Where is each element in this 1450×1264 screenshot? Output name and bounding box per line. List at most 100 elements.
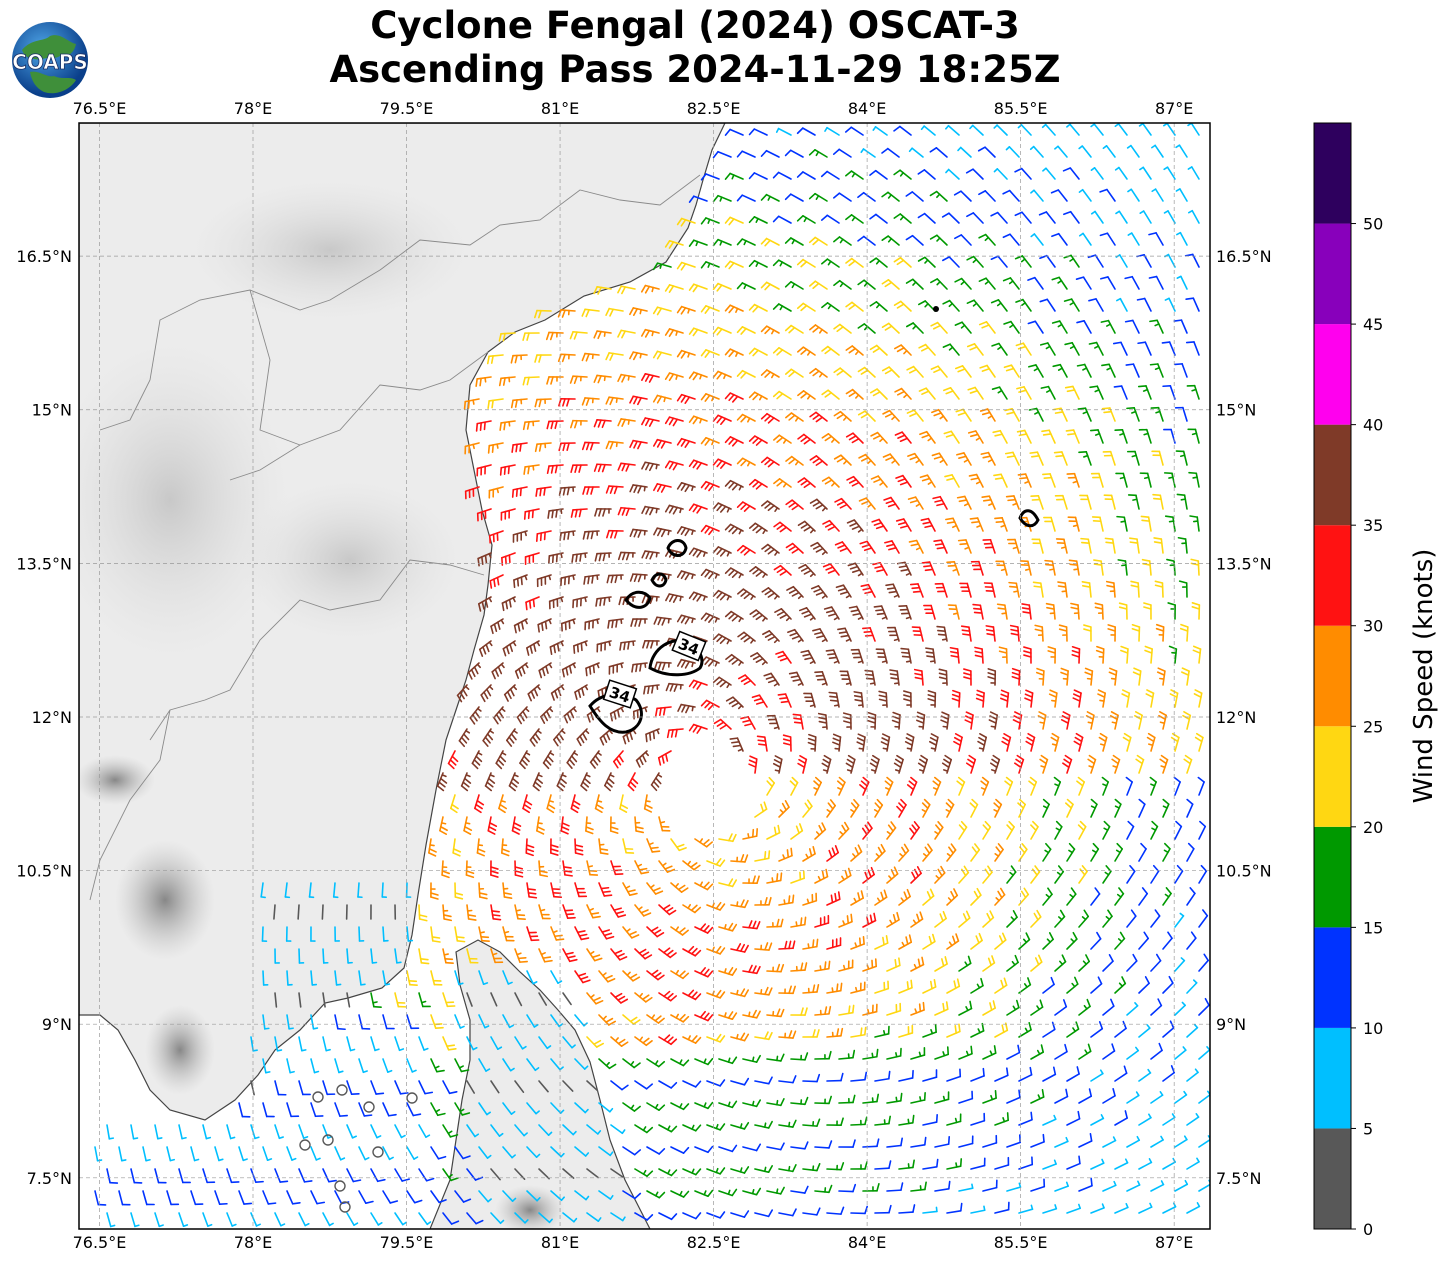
wind-barb-1191	[1090, 976, 1103, 994]
wind-barb-15	[1090, 123, 1104, 136]
wind-barb-1416	[562, 1124, 577, 1136]
wind-barb-519	[834, 541, 852, 554]
wind-barb-470	[1103, 494, 1116, 510]
wind-barb-567	[548, 596, 564, 610]
wind-barb-277	[857, 366, 876, 378]
wind-barb-1158	[298, 992, 302, 1008]
wind-barb-980	[766, 872, 783, 884]
wind-barb-331	[688, 415, 708, 425]
wind-barb-1249	[562, 1036, 576, 1049]
wind-barb-872	[609, 816, 619, 834]
wind-barb-127	[676, 261, 696, 271]
wind-barb-9	[945, 124, 960, 136]
wind-barb-1143	[886, 957, 901, 972]
wind-barb-1451	[286, 1146, 297, 1161]
wind-barb-513	[688, 547, 708, 558]
wind-barb-7	[893, 125, 912, 136]
wind-barb-1185	[946, 978, 961, 994]
wind-barb-59	[1163, 166, 1176, 180]
calm-circle-4	[322, 1134, 334, 1146]
calm-circle-8	[406, 1092, 418, 1104]
wind-barb-1285	[478, 1058, 491, 1072]
wind-barb-558	[1068, 559, 1080, 576]
wind-barb-1377	[742, 1099, 762, 1108]
wind-barb-1501	[370, 1168, 386, 1183]
wind-barb-1184	[922, 978, 937, 994]
wind-barb-1314	[1174, 1046, 1187, 1060]
wind-barb-1515	[706, 1167, 726, 1175]
wind-barb-1026	[922, 888, 935, 906]
wind-barb-1094	[658, 947, 677, 959]
wind-barb-1179	[802, 984, 820, 994]
wind-barb-1532	[1114, 1158, 1129, 1170]
wind-barb-287	[1101, 363, 1116, 378]
wind-barb-1186	[970, 977, 984, 994]
wind-barb-83	[700, 217, 720, 225]
wind-barb-1517	[754, 1165, 773, 1173]
wind-barb-729	[777, 693, 792, 708]
wind-barb-90	[869, 213, 888, 224]
wind-barb-1092	[610, 948, 628, 961]
wind-barb-548	[822, 563, 840, 576]
wind-barb-609	[848, 605, 864, 620]
wind-barb-1057	[718, 922, 738, 932]
wind-barb-255	[1064, 341, 1080, 356]
wind-barb-495	[994, 517, 1008, 532]
wind-barb-1423	[730, 1121, 750, 1130]
wind-barb-1063	[862, 912, 877, 928]
wind-barb-309	[894, 387, 912, 400]
wind-barb-780	[495, 750, 507, 770]
wind-barb-1165	[466, 992, 473, 1007]
wind-barb-1409	[394, 1124, 406, 1139]
wind-barb-654	[467, 662, 482, 680]
wind-barb-1491	[130, 1168, 143, 1184]
wind-barb-1052	[598, 926, 615, 940]
wind-barb-1578	[1102, 1180, 1117, 1192]
wind-barb-1174	[682, 989, 702, 1001]
wind-barb-1080	[322, 948, 329, 964]
wind-barb-1495	[226, 1168, 240, 1184]
wind-barb-679	[1071, 645, 1081, 664]
wind-barb-902	[622, 838, 635, 854]
wind-barb-1204	[454, 1014, 465, 1029]
wind-barb-1271	[1090, 1021, 1104, 1038]
wind-barb-634	[712, 633, 732, 645]
wind-barb-95	[990, 211, 1008, 224]
wind-barb-1479	[958, 1135, 974, 1148]
wind-barb-848	[813, 776, 822, 796]
wind-barb-1415	[538, 1124, 553, 1136]
wind-barb-1391	[1078, 1088, 1093, 1104]
wind-barb-172	[1148, 275, 1164, 290]
wind-barb-1527	[994, 1156, 1010, 1170]
wind-barb-494	[969, 517, 984, 532]
wind-barb-661	[631, 662, 648, 673]
wind-barb-861	[1125, 776, 1133, 796]
wind-barb-377	[1065, 429, 1080, 444]
contour-label-2: 34	[602, 679, 638, 709]
wind-barb-785	[613, 750, 624, 769]
wind-barb-855	[980, 776, 990, 796]
wind-barb-698	[763, 672, 780, 687]
wind-barb-540	[629, 573, 648, 583]
wind-barb-1216	[742, 1009, 761, 1019]
wind-barb-606	[774, 608, 792, 622]
wind-barb-1231	[1102, 998, 1115, 1016]
wind-barb-1559	[646, 1190, 666, 1199]
wind-barb-1192	[1114, 976, 1127, 994]
wind-barb-669	[825, 649, 840, 664]
wind-barb-800	[1025, 732, 1036, 752]
wind-barb-36	[1102, 145, 1116, 158]
wind-barb-1043	[382, 926, 389, 942]
wind-barb-814	[580, 772, 591, 792]
wind-barb-424	[724, 479, 744, 491]
wind-barb-1157	[274, 992, 278, 1008]
wind-barb-133	[821, 258, 840, 268]
lon-labels-bottom: 76.5°E 78°E 79.5°E 81°E 82.5°E 84°E 85.5°E 87°E	[73, 1233, 1194, 1252]
wind-barb-84	[724, 216, 744, 226]
wind-barb-526	[1006, 538, 1020, 554]
wind-barb-614	[972, 603, 984, 620]
wind-barb-1612	[802, 1207, 821, 1216]
wind-barb-1305	[958, 1045, 973, 1060]
wind-barb-249	[918, 343, 936, 356]
wind-barb-1611	[778, 1208, 797, 1217]
